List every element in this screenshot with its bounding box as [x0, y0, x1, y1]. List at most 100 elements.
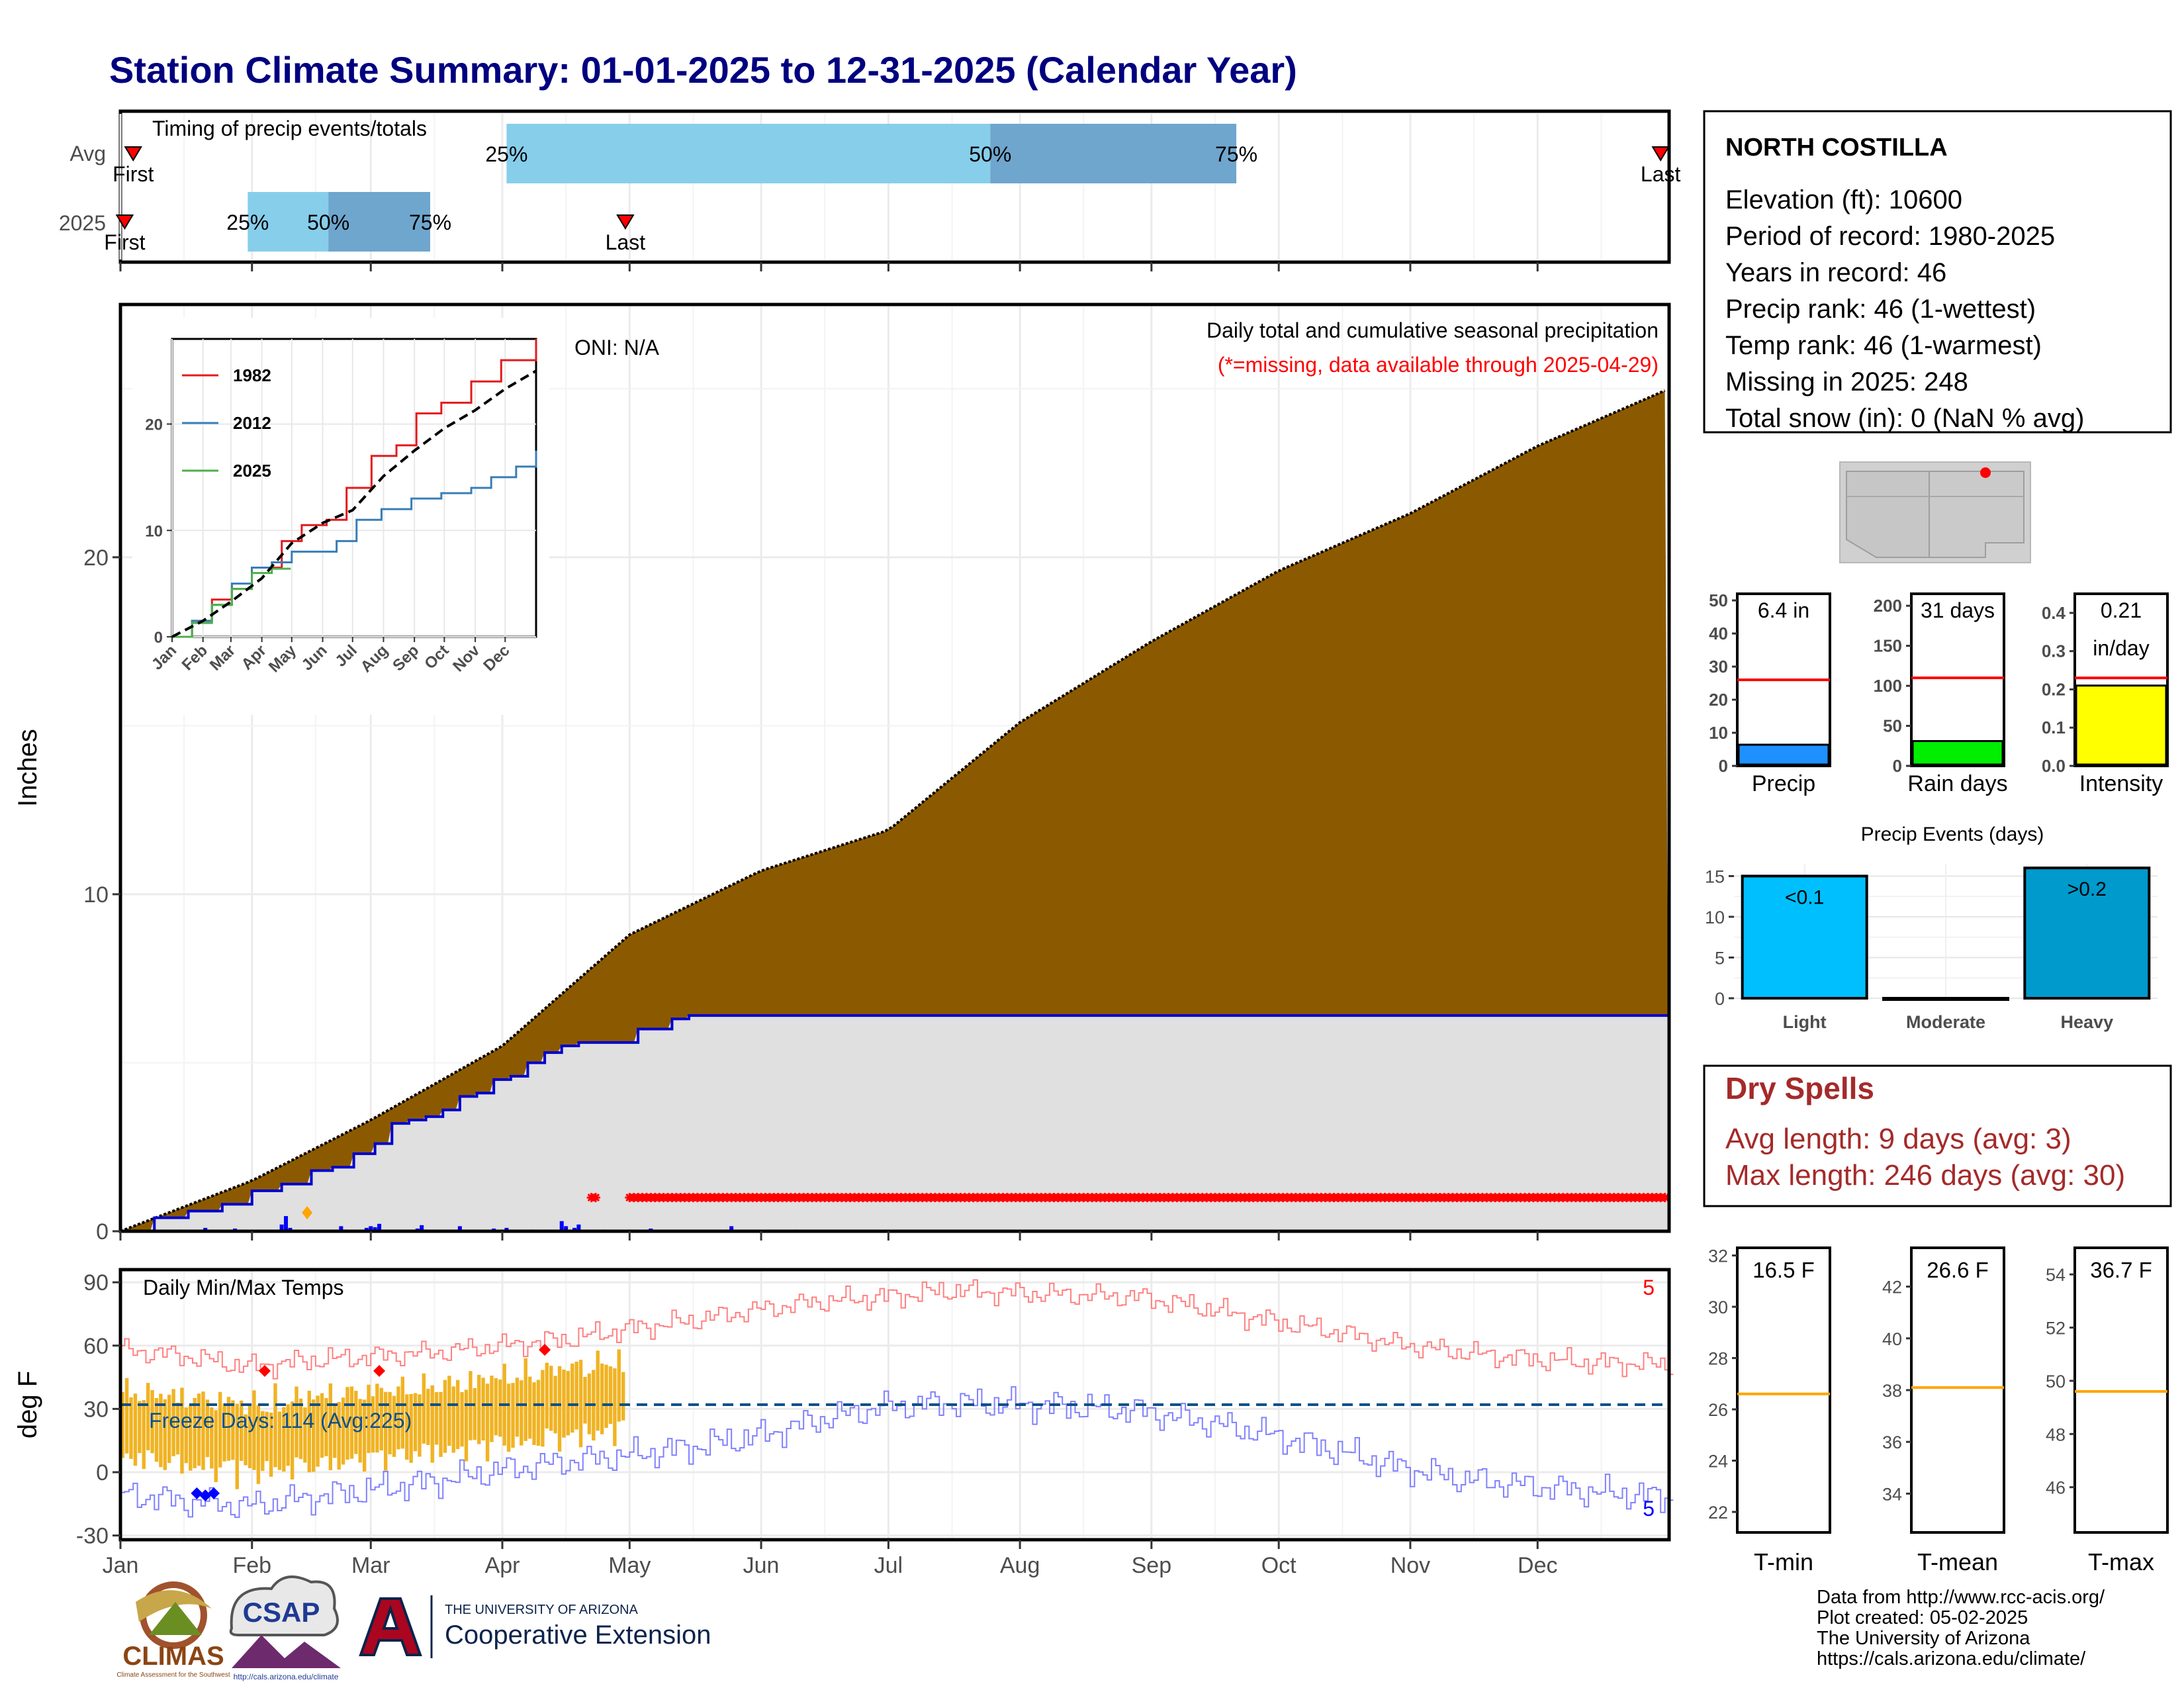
daily-temp-range-bar — [265, 1411, 269, 1462]
csap-logo: CSAP http://cals.arizona.edu/climate — [229, 1575, 341, 1681]
station-info-line: Missing in 2025: 248 — [1725, 367, 1968, 397]
timing-label-first: First — [113, 162, 154, 186]
mini-chart-value-label-2: 0.21 — [2101, 598, 2142, 622]
daily-temp-range-bar — [324, 1397, 328, 1456]
temp-summary-y-tick-label: 32 — [1708, 1246, 1728, 1266]
temp-summary-value-2: 36.7 F — [2090, 1258, 2152, 1282]
timing-marker-last — [616, 214, 635, 230]
dry-spells-title: Dry Spells — [1725, 1071, 1874, 1105]
daily-temp-range-bar — [345, 1387, 349, 1460]
daily-temp-range-bar — [222, 1403, 226, 1462]
daily-precip-bar — [564, 1226, 569, 1231]
temp-summary-y-tick-label: 48 — [2046, 1425, 2066, 1444]
daily-temp-range-bar — [405, 1394, 409, 1460]
mini-chart-y-tick-label: 0 — [1719, 756, 1728, 776]
temp-y-tick-label: 30 — [83, 1397, 109, 1422]
station-info-frame — [1703, 110, 2172, 434]
mini-chart-label-1: Rain days — [1907, 771, 2007, 796]
temp-summary-y-tick-label: 22 — [1708, 1503, 1728, 1523]
mini-chart-y-tick-label: 100 — [1874, 676, 1902, 696]
station-info-line: Period of record: 1980-2025 — [1725, 222, 2055, 251]
mini-chart-y-tick-label: 0.4 — [2042, 603, 2066, 623]
record-max-marker — [258, 1365, 271, 1377]
precip-y-tick-label: 20 — [83, 545, 109, 571]
month-tick-label: Jan — [103, 1553, 139, 1578]
temp-summary-y-tick-label: 28 — [1708, 1349, 1728, 1369]
temp-summary-y-tick-label: 36 — [1882, 1432, 1902, 1452]
daily-temp-range-bar — [434, 1392, 439, 1445]
mini-chart-bar-1 — [1911, 740, 2004, 766]
daily-temp-range-bar — [261, 1411, 265, 1471]
mini-chart-y-tick-label: 0.2 — [2042, 679, 2066, 699]
ua-logo-block-a — [359, 1597, 422, 1656]
timing-label-50: 50% — [969, 142, 1011, 166]
timing-row-2025-label: 2025 — [59, 211, 106, 235]
daily-temp-range-bar — [154, 1397, 159, 1462]
csap-logo-url: http://cals.arizona.edu/climate — [234, 1672, 339, 1681]
precip-panel: 0 10 20 Inches ONI: N/A Daily total and cu… — [13, 303, 1671, 1244]
map-new-mexico-shape — [1929, 471, 2025, 558]
temp-summary-y-tick-label: 46 — [2046, 1478, 2066, 1498]
daily-temp-range-bar — [358, 1399, 362, 1463]
daily-temp-range-bar — [248, 1403, 252, 1468]
record-max-marker — [539, 1344, 551, 1356]
temp-summary-y-tick-label: 24 — [1708, 1452, 1728, 1472]
daily-temp-range-bar — [464, 1389, 469, 1462]
daily-temp-range-bar — [235, 1403, 240, 1489]
daily-temp-range-bar — [175, 1402, 180, 1455]
daily-temp-range-bar — [490, 1376, 494, 1442]
daily-temp-range-bar — [574, 1362, 578, 1430]
timing-label-last: Last — [1641, 162, 1681, 186]
mini-chart-frame-1 — [1910, 592, 2005, 767]
temp-summary-label-2: T-max — [2088, 1548, 2154, 1575]
month-tick-label: Mar — [351, 1553, 390, 1578]
daily-temp-range-bar — [333, 1404, 337, 1458]
map-arizona-shape — [1846, 471, 1930, 558]
climas-logo-swoosh — [136, 1590, 212, 1622]
daily-temp-range-bar — [295, 1386, 298, 1458]
daily-temp-range-bar — [388, 1391, 392, 1454]
daily-temp-range-bar — [362, 1399, 367, 1472]
timing-bar-50-75 — [328, 192, 430, 252]
inset-legend-label-2012: 2012 — [233, 413, 271, 433]
daily-temp-range-bar — [146, 1383, 150, 1450]
climas-logo-mountain — [149, 1602, 202, 1635]
daily-temp-range-bar — [515, 1378, 520, 1437]
mini-chart-value-unit-2: in/day — [2093, 636, 2149, 660]
temp-summary-label-1: T-mean — [1917, 1548, 1998, 1575]
inset-legend-label-1982: 1982 — [233, 365, 271, 385]
daily-temp-range-bar — [583, 1377, 587, 1424]
temp-y-tick-label: 60 — [83, 1334, 109, 1359]
timing-label-75: 75% — [409, 211, 451, 234]
mini-chart-y-tick-label: 50 — [1883, 716, 1902, 736]
mini-chart-label-2: Intensity — [2079, 771, 2163, 796]
events-bar-moderate — [1882, 997, 2009, 1001]
daily-temp-range-bar — [226, 1397, 231, 1461]
events-y-tick-label: 5 — [1715, 948, 1725, 968]
daily-temp-range-bar — [311, 1399, 316, 1472]
mini-chart-y-tick-label: 0 — [1893, 756, 1902, 776]
timing-panel: 25% 50% 75% First Last 25% 50% 75% First Last Tim… — [59, 109, 1681, 271]
events-bar-light — [1741, 874, 1868, 1000]
daily-temp-range-bar — [307, 1390, 311, 1473]
temp-panel: Daily Min/Max Temps Freeze Days: 114 (Av… — [13, 1268, 1674, 1578]
temp-y-tick-label: 0 — [96, 1460, 109, 1485]
temp-y-axis-title: deg F — [13, 1371, 42, 1438]
daily-temp-range-bar — [455, 1380, 460, 1450]
events-category-label: Heavy — [2061, 1012, 2114, 1032]
mini-chart-y-tick-label: 0.3 — [2042, 641, 2066, 661]
daily-temp-range-bar — [545, 1362, 549, 1429]
precip-y-axis-title: Inches — [13, 729, 42, 807]
daily-temp-range-bar — [180, 1387, 184, 1474]
missing-day-marker — [1660, 1193, 1670, 1203]
daily-temp-range-bar — [167, 1395, 171, 1464]
daily-temp-range-bar — [473, 1387, 477, 1440]
daily-temp-range-bar — [549, 1366, 553, 1431]
missing-day-marker — [591, 1193, 601, 1203]
mini-chart-bar-0 — [1737, 743, 1830, 766]
daily-temp-range-bar — [277, 1411, 282, 1470]
csap-logo-cloud — [229, 1575, 339, 1636]
daily-temp-range-bar — [409, 1393, 413, 1463]
temp-summary-label-0: T-min — [1754, 1548, 1813, 1575]
daily-temp-range-bar — [562, 1369, 566, 1438]
